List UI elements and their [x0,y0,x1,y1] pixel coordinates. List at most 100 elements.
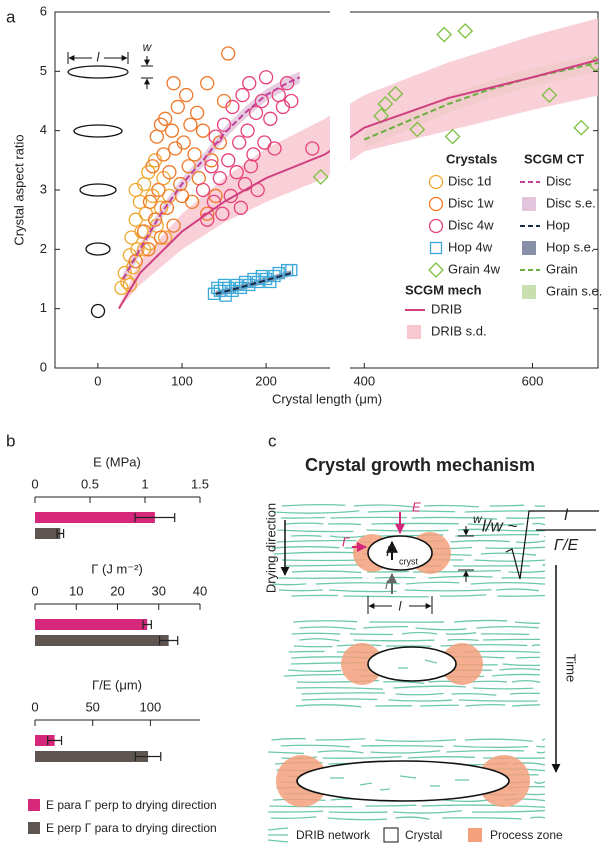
fiber [272,547,339,548]
legend-label: Disc 1w [448,195,494,210]
legend-label: Disc s.e. [546,195,596,210]
fiber [454,620,507,622]
dimension-arrows [68,52,153,89]
fiber [328,524,361,525]
fiber [301,693,385,694]
legend-label: DRIB [431,301,462,316]
x-tick-label: 0 [94,373,101,388]
fiber [408,757,475,758]
fiber [532,523,545,524]
label-gamma: Γ [385,578,393,592]
fiber [343,596,428,597]
fiber [444,800,490,802]
label-e: E [412,499,421,514]
fiber [406,582,459,584]
fiber [363,627,408,628]
fiber [292,633,341,634]
point [458,24,472,38]
legend-marker [429,263,443,277]
fiber [512,681,540,683]
fiber [543,565,545,566]
fiber [481,553,536,555]
x-tick-label: 0 [31,476,38,491]
fiber [268,752,304,753]
x-tick-label: 100 [140,699,162,714]
formula: Γ/E [554,537,579,554]
fiber [465,705,505,706]
diagram-title: Crystal growth mechanism [305,455,535,475]
fiber [388,700,452,701]
formula: l/w ~ [482,516,518,535]
fiber [299,639,339,641]
fiber [288,670,341,671]
fiber [416,628,467,630]
point [180,89,193,102]
y-tick-label: 1 [40,300,47,315]
fiber [512,705,540,706]
y-tick-label: 3 [40,181,47,196]
point [264,112,277,125]
panel-label: b [6,431,15,450]
fiber [446,633,476,634]
label-cryst: cryst [399,556,418,566]
point [188,148,201,161]
fiber [474,560,545,561]
figure: a b c l w Crystal growth mechanism [0,0,603,848]
y-tick-label: 2 [40,241,47,256]
fiber [440,595,487,596]
label-l: l [399,598,403,613]
fiber [516,541,545,543]
x-tick-label: 600 [522,373,544,388]
fiber [483,639,540,640]
legend-label: Hop [546,217,570,232]
fiber [465,739,533,741]
point [197,124,210,137]
point [139,207,152,220]
fiber [446,751,524,752]
fiber [330,517,406,518]
fiber [489,505,524,506]
fiber [492,674,540,676]
y-tick-label: 6 [40,3,47,18]
fiber [365,805,416,806]
fiber [509,571,545,572]
fiber [292,571,362,572]
fiber [532,645,540,646]
point [201,77,214,90]
panel-label: c [268,431,277,450]
fiber [485,547,545,548]
legend-label: Disc 1d [448,173,491,188]
legend-label: Process zone [490,828,563,842]
fiber [375,740,455,742]
fiber [442,818,521,819]
fiber [451,694,496,696]
annotation: l [97,49,101,64]
x-tick-label: 1 [141,476,148,491]
fiber [285,523,323,524]
fiber [278,578,362,579]
point [222,47,235,60]
fiber [459,700,538,701]
fiber [294,646,333,647]
x-axis-label: Crystal length (μm) [272,391,382,406]
legend-marker [430,198,443,211]
legend-label: Crystal [405,828,442,842]
fiber [393,686,465,688]
legend-marker [430,176,443,189]
fiber [536,746,545,747]
fiber [471,583,545,584]
fiber [271,817,316,819]
fiber [277,530,353,532]
fiber [516,657,540,658]
point [133,195,146,208]
chart-title: E (MPa) [93,454,141,469]
fiber [496,589,539,591]
fiber [448,640,479,641]
fiber [299,627,355,629]
legend-label: E para Γ perp to drying direction [46,798,217,812]
fiber [405,590,492,591]
fiber [289,651,325,652]
chart-title: Γ (J m⁻²) [91,561,143,576]
x-tick-label: 100 [171,373,193,388]
fiber [323,757,402,759]
